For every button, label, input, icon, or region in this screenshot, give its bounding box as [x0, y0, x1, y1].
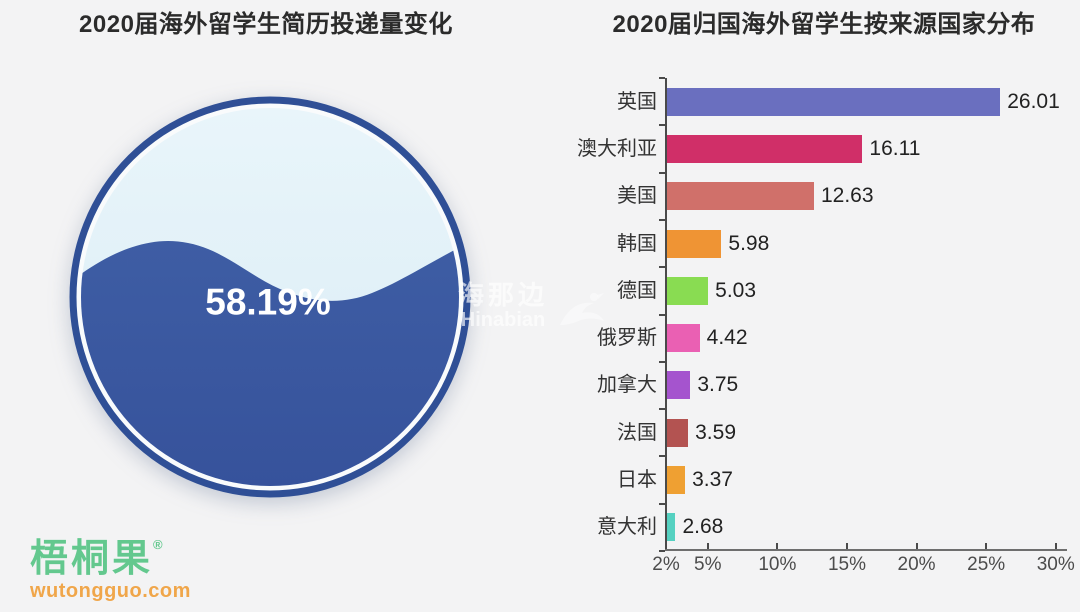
bar: [667, 513, 676, 542]
y-axis-tick: [659, 124, 665, 127]
bar: [667, 87, 1001, 116]
y-axis-tick: [659, 266, 665, 269]
y-axis-tick: [659, 408, 665, 411]
x-axis-tick: [1054, 543, 1057, 549]
bar-category-label: 韩国: [617, 232, 657, 255]
bar-category-label: 法国: [617, 421, 657, 444]
wutongguo-logo: 梧桐果® wutongguo.com: [30, 538, 191, 601]
bar-value-label: 5.98: [728, 231, 770, 255]
bar-value-label: 16.11: [869, 136, 921, 160]
y-axis-tick: [659, 218, 665, 221]
bar-category-label: 加拿大: [597, 374, 657, 397]
y-axis-tick: [659, 550, 665, 552]
x-axis-tick: [915, 543, 918, 549]
bar: [667, 466, 686, 495]
x-axis-tick: [665, 543, 667, 549]
bar-chart-x-axis-line: [665, 549, 1067, 551]
bar-category-label: 英国: [617, 90, 657, 113]
bar-category-label: 美国: [617, 185, 657, 208]
bar-value-label: 4.42: [706, 326, 748, 350]
bar-value-label: 5.03: [715, 278, 757, 302]
x-axis-tick-label: 30%: [1036, 554, 1075, 575]
bar-category-label: 澳大利亚: [577, 137, 657, 160]
x-axis-tick-label: 10%: [758, 554, 797, 575]
bar-category-label: 意大利: [597, 516, 657, 539]
y-axis-tick: [659, 171, 665, 174]
bar: [667, 229, 722, 258]
bar: [667, 182, 814, 211]
logo-registered-mark: ®: [153, 537, 166, 552]
bar-chart-title: 2020届归国海外留学生按来源国家分布: [612, 11, 1036, 38]
liquid-gauge-chart: 58.19%: [66, 93, 474, 501]
x-axis-tick: [985, 543, 988, 549]
x-axis-tick: [845, 543, 848, 549]
y-axis-tick: [659, 77, 665, 79]
bar-chart-y-axis-line: [665, 78, 667, 551]
gauge-liquid-wave: [81, 240, 459, 486]
x-axis-tick-label: 25%: [967, 554, 1006, 575]
bar: [667, 324, 700, 353]
bar-value-label: 3.75: [697, 373, 739, 397]
x-axis-tick-label: 15%: [827, 554, 866, 575]
bar-value-label: 12.63: [820, 184, 874, 208]
bar-category-label: 德国: [617, 279, 657, 302]
logo-name-text: 梧桐果®: [30, 538, 191, 578]
bar: [667, 134, 863, 163]
bar-chart: 英国 26.01 澳大利亚 16.11 美国 12.63 韩国 5.98 德国 5.03 俄罗斯 4.…: [560, 70, 1080, 605]
bar-category-label: 日本: [617, 469, 657, 492]
y-axis-tick: [659, 313, 665, 316]
bar: [667, 371, 691, 400]
x-axis-tick: [706, 543, 709, 549]
liquid-gauge-svg: 58.19%: [69, 96, 471, 498]
logo-cn-text: 梧桐果: [30, 538, 154, 580]
y-axis-tick: [659, 502, 665, 505]
bar-value-label: 3.59: [695, 420, 736, 444]
y-axis-tick: [659, 360, 665, 363]
gauge-value-label: 58.19%: [205, 282, 331, 323]
bar-value-label: 3.37: [692, 468, 733, 492]
bar: [667, 276, 709, 305]
x-axis-tick-label: 20%: [897, 554, 936, 575]
bar-value-label: 2.68: [682, 515, 724, 539]
x-axis-tick-label: 5%: [694, 554, 722, 575]
bar-category-label: 俄罗斯: [597, 327, 657, 350]
bar: [667, 418, 689, 447]
logo-site-text: wutongguo.com: [30, 580, 191, 602]
x-axis-tick-label: 2%: [652, 554, 680, 575]
x-axis-tick: [776, 543, 779, 549]
gauge-chart-title: 2020届海外留学生简历投递量变化: [79, 11, 453, 38]
bar-value-label: 26.01: [1007, 89, 1060, 113]
y-axis-tick: [659, 455, 665, 458]
